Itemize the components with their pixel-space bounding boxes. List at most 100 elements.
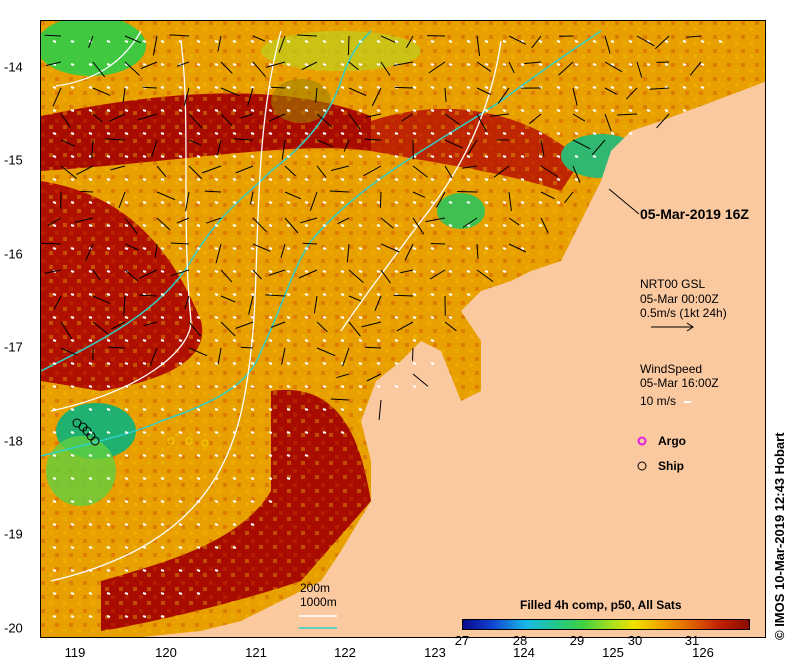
current-vector <box>444 321 457 332</box>
wind-vector <box>574 63 579 66</box>
current-vector <box>365 113 382 118</box>
current-vector <box>412 191 426 198</box>
wind-vector <box>52 431 57 434</box>
wind-vector <box>214 201 219 204</box>
isobath-1000m-label: 1000m <box>300 595 337 609</box>
current-vector <box>604 61 623 73</box>
current-vector <box>476 243 479 259</box>
sst-map[interactable] <box>40 20 766 638</box>
wind-vector <box>376 316 381 319</box>
current-vector <box>564 191 574 204</box>
wind-vector <box>556 178 561 181</box>
wind-vector <box>214 86 219 89</box>
wind-vector <box>214 270 219 273</box>
wind-vector <box>466 155 471 158</box>
wind-vector <box>142 293 147 296</box>
wind-vector <box>340 224 345 227</box>
wind-vector <box>358 63 363 66</box>
timestamp-label: 05-Mar-2019 16Z <box>640 206 749 222</box>
ship-marker-symbol <box>637 461 647 471</box>
wind-vector <box>268 86 273 89</box>
current-vector <box>316 347 336 357</box>
current-vector <box>467 139 478 155</box>
wind-vector <box>52 523 57 526</box>
current-vector <box>347 35 350 56</box>
current-vector <box>343 139 350 152</box>
wind-vector <box>376 109 381 112</box>
wind-vector <box>412 132 417 135</box>
wind-vector <box>88 109 93 112</box>
wind-vector <box>574 109 579 112</box>
wind-vector <box>628 86 633 89</box>
current-vector <box>250 191 254 205</box>
wind-vector <box>376 270 381 273</box>
isobath-200m <box>41 30 602 457</box>
wind-vector <box>394 109 399 112</box>
cool-patch-nw <box>41 21 146 76</box>
wind-vector <box>520 224 525 227</box>
wind-vector <box>250 454 255 457</box>
wind-vector <box>124 40 129 43</box>
wind-vector <box>448 270 453 273</box>
wind-vector <box>430 316 435 319</box>
wind-vector <box>502 40 507 43</box>
wind-vector <box>466 293 471 296</box>
wind-vector <box>160 247 165 250</box>
wind-vector <box>142 569 147 572</box>
wind-vector <box>232 477 237 480</box>
wind-vector <box>358 155 363 158</box>
current-vector <box>122 87 126 103</box>
wind-vector <box>322 155 327 158</box>
wind-vector <box>340 40 345 43</box>
wind-vector <box>196 155 201 158</box>
current-vector <box>401 113 414 122</box>
wind-vector <box>322 247 327 250</box>
wind-vector <box>124 592 129 595</box>
current-vector <box>540 191 556 200</box>
wind-vector <box>412 270 417 273</box>
wind-vector <box>250 408 255 411</box>
wind-vector <box>142 477 147 480</box>
wind-vector <box>322 339 327 342</box>
wind-vector <box>520 155 525 158</box>
current-vector <box>380 61 391 76</box>
wind-vector <box>160 431 165 434</box>
current-vector <box>316 321 328 333</box>
wind-vector <box>52 293 57 296</box>
wind-vector <box>70 592 75 595</box>
wind-vector <box>484 40 489 43</box>
current-vector <box>444 165 453 179</box>
wind-vector <box>106 155 111 158</box>
wind-vector <box>340 201 345 204</box>
australia-land <box>141 81 765 637</box>
lon-tick: 121 <box>245 645 267 660</box>
current-vector <box>528 113 542 125</box>
isobath-1000m <box>50 30 502 582</box>
current-vector <box>490 113 510 117</box>
current-vector <box>572 113 586 122</box>
wind-vector <box>142 40 147 43</box>
wind-vector <box>520 40 525 43</box>
wind-vector <box>610 132 615 135</box>
current-vector <box>124 61 140 76</box>
current-vector <box>686 35 702 38</box>
wind-vector <box>376 224 381 227</box>
wind-vector <box>160 385 165 388</box>
wind-vector <box>340 339 345 342</box>
wind-vector <box>160 339 165 342</box>
current-vector <box>364 346 382 349</box>
current-vector <box>92 321 109 335</box>
wind-vector <box>52 224 57 227</box>
wind-vector <box>142 201 147 204</box>
current-vector <box>139 294 158 297</box>
lat-tick: -19 <box>4 526 23 542</box>
wind-vector <box>268 270 273 273</box>
wind-vector <box>160 155 165 158</box>
current-vector <box>636 61 643 78</box>
wind-vector <box>700 63 705 66</box>
current-vector <box>348 269 364 284</box>
wind-vector <box>358 40 363 43</box>
wind-vector <box>88 500 93 503</box>
current-vector <box>111 321 126 330</box>
current-vector <box>430 243 446 245</box>
